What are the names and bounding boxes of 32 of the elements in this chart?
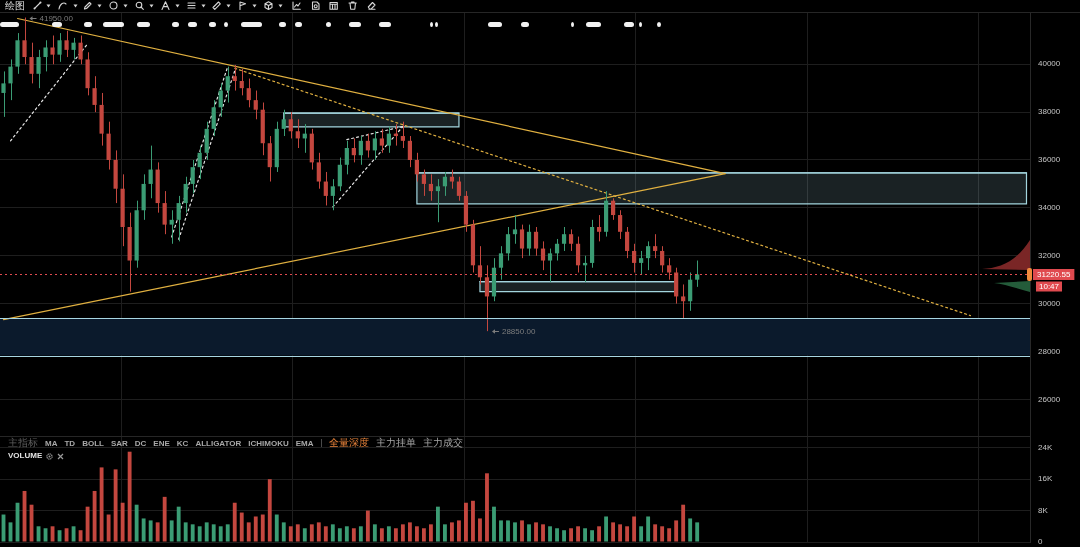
text: 绘图 bbox=[5, 0, 25, 11]
annotation: ALLIGATOR bbox=[195, 438, 242, 448]
annotation: 主力成交 bbox=[422, 436, 463, 450]
y-tick-label: 34000 bbox=[1038, 203, 1061, 213]
annotation: 全量深度 bbox=[328, 436, 369, 450]
annotation: ENE bbox=[153, 438, 170, 448]
y-tick-label: 16K bbox=[1038, 474, 1053, 484]
y-tick-label: 30000 bbox=[1038, 298, 1061, 308]
y-tick-label: 40000 bbox=[1038, 59, 1061, 69]
y-tick-label: 24K bbox=[1038, 442, 1053, 452]
y-tick-label: 26000 bbox=[1038, 394, 1061, 404]
annotation: 28850.00 bbox=[501, 326, 536, 336]
annotation: DC bbox=[134, 438, 147, 448]
annotation: MA bbox=[45, 438, 58, 448]
annotation: KC bbox=[176, 438, 189, 448]
annotation: TD bbox=[64, 438, 76, 448]
annotation: ICHIMOKU bbox=[248, 438, 289, 448]
y-tick-label: 28000 bbox=[1038, 346, 1061, 356]
y-tick-label: 32000 bbox=[1038, 250, 1061, 260]
y-tick-label: 38000 bbox=[1038, 107, 1061, 117]
ref-line-label: 31220.55 bbox=[1037, 270, 1071, 280]
annotation: EMA bbox=[295, 438, 314, 448]
y-tick-label: 0 bbox=[1038, 537, 1043, 547]
text: 10:47 bbox=[1039, 282, 1060, 292]
annotation: 主指标 bbox=[8, 436, 38, 450]
y-tick-label: 36000 bbox=[1038, 155, 1061, 165]
annotation: 主力挂单 bbox=[375, 436, 416, 450]
annotation: BOLL bbox=[82, 438, 104, 448]
annotation: 41950.00 bbox=[39, 13, 74, 23]
annotation: SAR bbox=[110, 438, 128, 448]
y-tick-label: 8K bbox=[1038, 505, 1049, 515]
text: VOLUME bbox=[8, 451, 43, 461]
